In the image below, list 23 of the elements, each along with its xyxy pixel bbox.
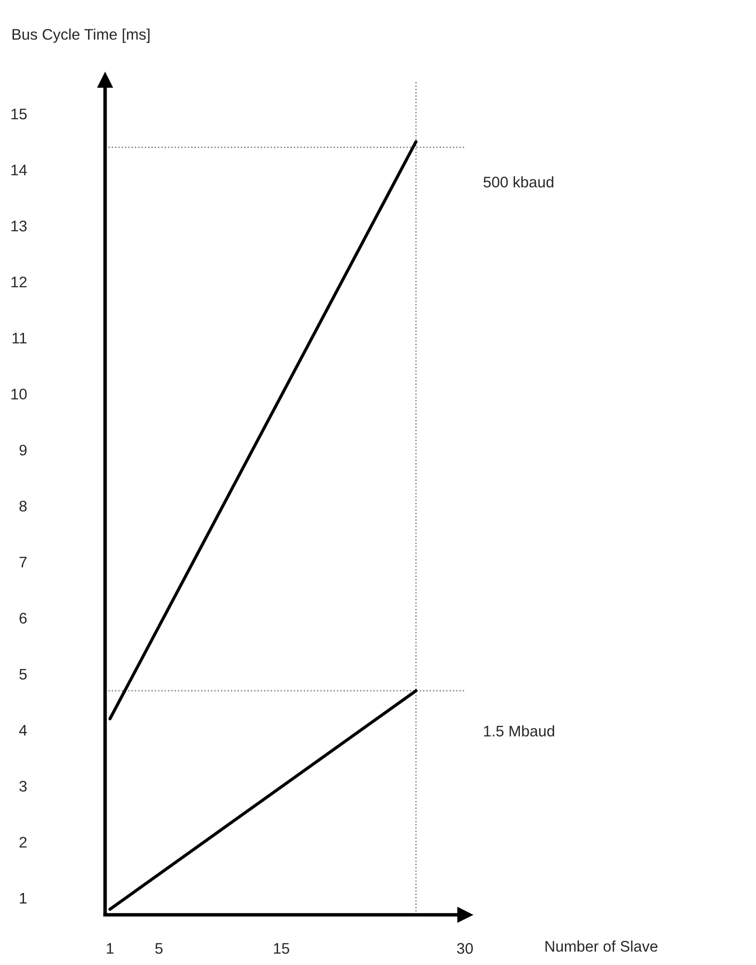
y-tick-label: 11 [12, 332, 27, 344]
x-tick-label: 30 [457, 943, 473, 954]
y-tick-label: 3 [19, 780, 27, 792]
y-tick-label: 12 [11, 276, 27, 288]
y-tick-label: 15 [11, 108, 27, 120]
y-tick-label: 1 [20, 893, 27, 904]
y-tick-label: 2 [20, 836, 27, 848]
y-tick-label: 6 [20, 612, 27, 624]
y-tick-label: 8 [19, 500, 27, 512]
y-tick-label: 10 [11, 388, 27, 400]
text: 500 kbaud [484, 176, 554, 188]
y-tick-label: 5 [19, 668, 27, 680]
y-axis-title: Bus Cycle Time [ms] [12, 28, 150, 43]
y-tick-label: 7 [20, 556, 27, 568]
y-tick-label: 4 [19, 724, 27, 736]
x-tick-label: 5 [155, 943, 163, 954]
x-tick-label: 15 [274, 943, 290, 954]
text: 1.5 Mbaud [484, 725, 554, 736]
y-tick-label: 14 [11, 164, 27, 176]
y-tick-label: 13 [11, 220, 27, 232]
y-tick-label: 9 [20, 444, 27, 456]
x-tick-label: 1 [106, 943, 114, 954]
x-axis-title: Number of Slave [546, 940, 658, 952]
